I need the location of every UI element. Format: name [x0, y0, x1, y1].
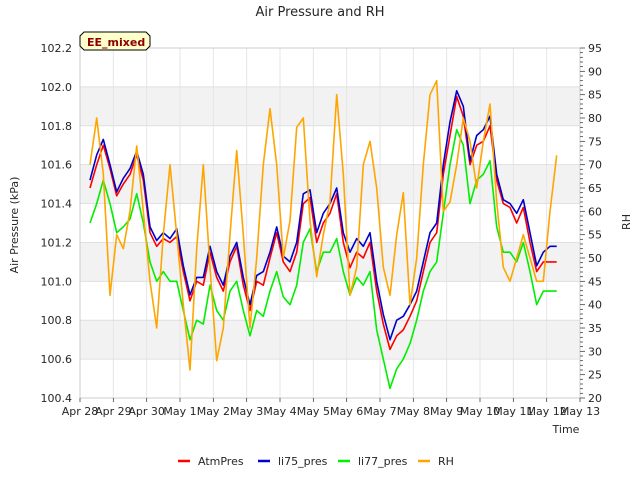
plot-frame	[79, 47, 581, 399]
y2-tick-label: 20	[588, 392, 602, 405]
y2-tick-label: 75	[588, 135, 602, 148]
grid-band	[80, 242, 580, 282]
legend-item: RH	[418, 455, 454, 468]
x-tick-label: May 7	[363, 405, 396, 418]
series-line-atmpres	[89, 95, 557, 351]
y2-tick-label: 80	[588, 112, 602, 125]
grid-band	[80, 320, 580, 360]
y2-tick-label: 45	[588, 275, 602, 288]
x-tick-label: May 11	[493, 405, 533, 418]
x-tick-label: May 4	[263, 405, 296, 418]
legend-item: li75_pres	[258, 455, 328, 468]
y-tick-label: 102.0	[41, 81, 73, 94]
y-tick-label: 100.4	[41, 392, 73, 405]
y-tick-label: 102.2	[41, 42, 73, 55]
chart-title: Air Pressure and RH	[255, 5, 384, 20]
x-tick-label: Apr 28	[62, 405, 99, 418]
series-line-li77-pres	[89, 128, 557, 390]
y-tick-label: 100.8	[41, 314, 73, 327]
legend: AtmPres li75_pres li77_pres RH	[178, 455, 454, 468]
legend-item: li77_pres	[338, 455, 408, 468]
y-tick-label: 100.6	[41, 353, 73, 366]
y2-tick-label: 70	[588, 159, 602, 172]
legend-label: li77_pres	[358, 455, 408, 468]
y2-tick-label: 50	[588, 252, 602, 265]
x-tick-label: Apr 29	[95, 405, 132, 418]
x-tick-label: May 5	[297, 405, 330, 418]
y2-tick-label: 55	[588, 229, 602, 242]
grid-band	[80, 125, 580, 165]
y2-axis-label: RH	[620, 214, 633, 230]
grid-band	[80, 281, 580, 321]
x-tick-label: May 8	[397, 405, 430, 418]
y-tick-label: 101.6	[41, 159, 73, 172]
x-tick-label: May 2	[197, 405, 230, 418]
grid-band	[80, 86, 580, 126]
y2-tick-label: 60	[588, 205, 602, 218]
y2-tick-label: 30	[588, 345, 602, 358]
y-tick-label: 101.2	[41, 236, 73, 249]
x-tick-label: May 12	[527, 405, 567, 418]
y-axis-ticks: 100.4 100.6 100.8 101.0 101.2 101.4 101.6 101.8…	[41, 42, 73, 405]
x-tick-label: May 13	[560, 405, 600, 418]
series-line-li75-pres	[89, 90, 557, 341]
site-badge-label: EE_mixed	[87, 36, 145, 49]
y2-tick-label: 95	[588, 42, 602, 55]
series-lines	[89, 79, 558, 390]
x-tick-label: May 1	[163, 405, 196, 418]
y-axis-label: Air Pressure (kPa)	[8, 177, 21, 274]
series-line-rh	[89, 79, 558, 371]
y2-axis-ticks: 20 25 30 35 40 45 50 55 60 65 70 75 80 85 90 95	[580, 42, 602, 405]
grid-band	[80, 48, 580, 87]
legend-item: AtmPres	[178, 455, 244, 468]
legend-label: RH	[438, 455, 454, 468]
grid-band	[80, 359, 580, 398]
y-tick-label: 101.8	[41, 120, 73, 133]
y2-tick-label: 35	[588, 322, 602, 335]
legend-label: AtmPres	[198, 455, 244, 468]
y2-tick-label: 85	[588, 89, 602, 102]
plot-background	[80, 48, 580, 398]
y2-tick-label: 90	[588, 65, 602, 78]
y2-tick-label: 25	[588, 369, 602, 382]
y2-tick-label: 65	[588, 182, 602, 195]
y2-tick-label: 40	[588, 299, 602, 312]
legend-label: li75_pres	[278, 455, 328, 468]
x-tick-label: May 6	[330, 405, 363, 418]
x-tick-label: May 9	[430, 405, 463, 418]
x-tick-label: May 3	[230, 405, 263, 418]
x-tick-label: May 10	[460, 405, 500, 418]
y-tick-label: 101.4	[41, 198, 73, 211]
x-tick-label: Apr 30	[128, 405, 165, 418]
y-tick-label: 101.0	[41, 275, 73, 288]
x-axis-label: Time	[552, 423, 580, 436]
site-badge: EE_mixed	[79, 31, 151, 51]
